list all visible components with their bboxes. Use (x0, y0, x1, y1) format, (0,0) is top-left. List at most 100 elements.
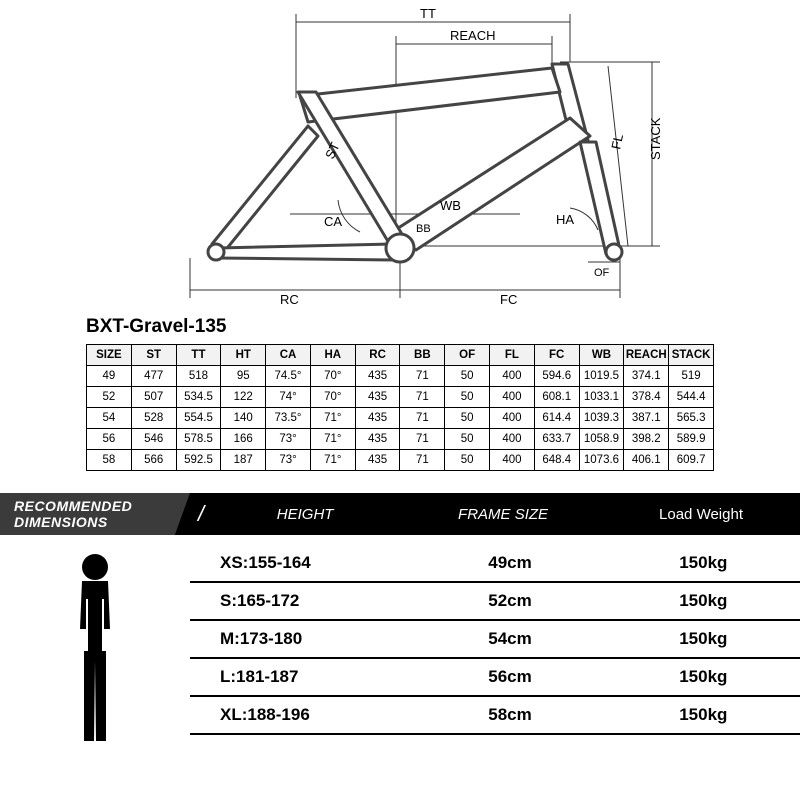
spec-cell: 566 (131, 450, 176, 471)
spec-cell: 1073.6 (579, 450, 624, 471)
spec-cell: 544.4 (669, 387, 714, 408)
spec-cell: 71° (310, 408, 355, 429)
spec-cell: 73° (266, 429, 311, 450)
recommended-title-tab: RECOMMENDED DIMENSIONS (0, 493, 190, 535)
rec-col-height: HEIGHT (206, 506, 404, 523)
recommended-header: RECOMMENDED DIMENSIONS / HEIGHT FRAME SI… (0, 493, 800, 535)
spec-cell: 519 (669, 366, 714, 387)
recommended-row: M:173-18054cm150kg (190, 621, 800, 659)
spec-cell: 71 (400, 387, 445, 408)
spec-col-header: RC (355, 345, 400, 366)
spec-cell: 71 (400, 408, 445, 429)
spec-cell: 546 (131, 429, 176, 450)
recommended-row: XL:188-19658cm150kg (190, 697, 800, 735)
spec-cell: 406.1 (624, 450, 669, 471)
table-row: 58566592.518773°71°4357150400648.41073.6… (87, 450, 714, 471)
spec-cell: 1058.9 (579, 429, 624, 450)
spec-col-header: HA (310, 345, 355, 366)
label-ha: HA (556, 212, 574, 227)
spec-cell: 614.4 (534, 408, 579, 429)
spec-cell: 52 (87, 387, 132, 408)
recommended-row: L:181-18756cm150kg (190, 659, 800, 697)
spec-cell: 400 (490, 408, 535, 429)
label-wb: WB (440, 198, 461, 213)
spec-cell: 565.3 (669, 408, 714, 429)
recommended-title-1: RECOMMENDED (14, 498, 176, 514)
product-title: BXT-Gravel-135 (0, 310, 800, 344)
spec-cell: 374.1 (624, 366, 669, 387)
spec-cell: 74.5° (266, 366, 311, 387)
rec-load: 150kg (607, 705, 800, 725)
label-ca: CA (324, 214, 342, 229)
spec-cell: 71° (310, 429, 355, 450)
rec-frame: 52cm (413, 591, 606, 611)
spec-cell: 608.1 (534, 387, 579, 408)
table-row: 494775189574.5°70°4357150400594.61019.53… (87, 366, 714, 387)
spec-col-header: HT (221, 345, 266, 366)
recommended-row: XS:155-16449cm150kg (190, 545, 800, 583)
spec-cell: 435 (355, 408, 400, 429)
label-stack: STACK (648, 117, 663, 160)
spec-cell: 400 (490, 429, 535, 450)
spec-cell: 528 (131, 408, 176, 429)
spec-cell: 400 (490, 366, 535, 387)
spec-cell: 50 (445, 429, 490, 450)
spec-col-header: WB (579, 345, 624, 366)
spec-cell: 50 (445, 366, 490, 387)
spec-col-header: FC (534, 345, 579, 366)
spec-cell: 398.2 (624, 429, 669, 450)
label-reach: REACH (450, 28, 496, 43)
label-of: OF (594, 267, 610, 279)
spec-cell: 592.5 (176, 450, 221, 471)
rec-load: 150kg (607, 629, 800, 649)
label-rc: RC (280, 292, 299, 307)
spec-cell: 56 (87, 429, 132, 450)
spec-cell: 534.5 (176, 387, 221, 408)
spec-cell: 435 (355, 366, 400, 387)
spec-cell: 58 (87, 450, 132, 471)
spec-cell: 95 (221, 366, 266, 387)
rec-frame: 49cm (413, 553, 606, 573)
spec-col-header: OF (445, 345, 490, 366)
table-row: 52507534.512274°70°4357150400608.11033.1… (87, 387, 714, 408)
spec-cell: 400 (490, 450, 535, 471)
spec-cell: 187 (221, 450, 266, 471)
rec-height: S:165-172 (190, 591, 413, 611)
spec-cell: 1033.1 (579, 387, 624, 408)
spec-col-header: REACH (624, 345, 669, 366)
spec-cell: 122 (221, 387, 266, 408)
spec-cell: 1039.3 (579, 408, 624, 429)
label-fl: FL (608, 133, 626, 151)
spec-cell: 73° (266, 450, 311, 471)
spec-col-header: TT (176, 345, 221, 366)
rec-load: 150kg (607, 553, 800, 573)
spec-cell: 578.5 (176, 429, 221, 450)
recommended-body: XS:155-16449cm150kgS:165-17252cm150kgM:1… (0, 535, 800, 751)
recommended-title-2: DIMENSIONS (14, 514, 176, 530)
spec-cell: 50 (445, 387, 490, 408)
slash-divider: / (190, 501, 206, 527)
spec-cell: 49 (87, 366, 132, 387)
spec-cell: 71° (310, 450, 355, 471)
spec-cell: 507 (131, 387, 176, 408)
spec-col-header: ST (131, 345, 176, 366)
rec-height: L:181-187 (190, 667, 413, 687)
spec-cell: 609.7 (669, 450, 714, 471)
rec-load: 150kg (607, 667, 800, 687)
spec-cell: 71 (400, 429, 445, 450)
person-silhouette (0, 545, 190, 751)
rec-frame: 54cm (413, 629, 606, 649)
table-row: 54528554.514073.5°71°4357150400614.41039… (87, 408, 714, 429)
spec-cell: 50 (445, 450, 490, 471)
spec-cell: 387.1 (624, 408, 669, 429)
rec-height: M:173-180 (190, 629, 413, 649)
spec-col-header: STACK (669, 345, 714, 366)
rec-height: XS:155-164 (190, 553, 413, 573)
spec-cell: 70° (310, 387, 355, 408)
spec-cell: 50 (445, 408, 490, 429)
label-bb: BB (416, 223, 431, 235)
spec-col-header: SIZE (87, 345, 132, 366)
spec-cell: 518 (176, 366, 221, 387)
spec-cell: 435 (355, 387, 400, 408)
rec-col-framesize: FRAME SIZE (404, 506, 602, 523)
